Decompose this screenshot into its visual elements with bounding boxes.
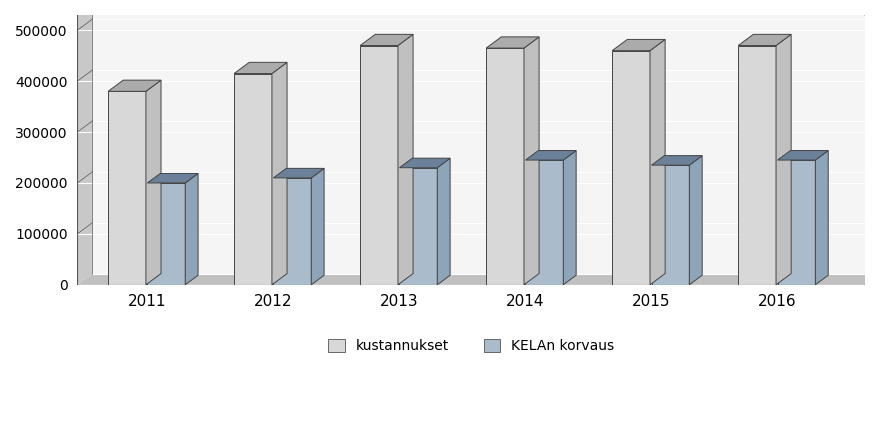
Polygon shape: [360, 45, 398, 285]
Polygon shape: [778, 150, 828, 160]
Polygon shape: [816, 150, 828, 285]
Polygon shape: [651, 156, 702, 165]
Polygon shape: [612, 51, 650, 285]
Polygon shape: [400, 158, 451, 168]
Polygon shape: [234, 74, 272, 285]
Polygon shape: [525, 160, 563, 285]
Polygon shape: [185, 173, 198, 285]
Polygon shape: [563, 150, 576, 285]
Polygon shape: [360, 34, 413, 45]
Polygon shape: [272, 62, 287, 285]
Polygon shape: [738, 45, 776, 285]
Polygon shape: [400, 168, 437, 285]
Polygon shape: [77, 274, 880, 285]
Polygon shape: [234, 62, 287, 74]
Legend: kustannukset, KELAn korvaus: kustannukset, KELAn korvaus: [322, 334, 620, 359]
Polygon shape: [437, 158, 451, 285]
Polygon shape: [146, 80, 161, 285]
Polygon shape: [148, 183, 185, 285]
Polygon shape: [108, 91, 146, 285]
Polygon shape: [689, 156, 702, 285]
Polygon shape: [778, 160, 816, 285]
Polygon shape: [612, 40, 665, 51]
Polygon shape: [148, 173, 198, 183]
Polygon shape: [312, 168, 324, 285]
Polygon shape: [776, 34, 791, 285]
Polygon shape: [524, 37, 539, 285]
Polygon shape: [525, 150, 576, 160]
Polygon shape: [92, 4, 880, 274]
Polygon shape: [651, 165, 689, 285]
Polygon shape: [274, 168, 324, 178]
Polygon shape: [486, 48, 524, 285]
Polygon shape: [274, 178, 312, 285]
Polygon shape: [650, 40, 665, 285]
Polygon shape: [108, 80, 161, 91]
Polygon shape: [398, 34, 413, 285]
Polygon shape: [77, 4, 92, 285]
Polygon shape: [486, 37, 539, 48]
Polygon shape: [738, 34, 791, 45]
